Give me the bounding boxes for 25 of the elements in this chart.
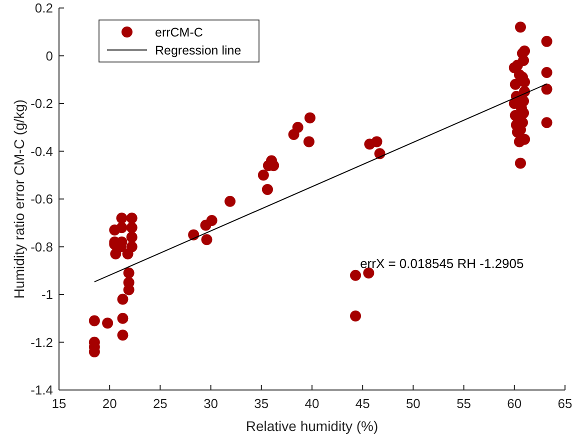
- y-axis-title: Humidity ratio error CM-C (g/kg): [11, 99, 27, 299]
- y-tick-label: -0.4: [30, 144, 53, 159]
- x-axis-title: Relative humidity (%): [246, 418, 378, 434]
- x-tick-label: 60: [507, 396, 522, 411]
- y-tick-label: -1: [41, 287, 53, 302]
- y-tick-label: -0.6: [30, 192, 53, 206]
- x-tick-label: 35: [254, 396, 269, 411]
- y-tick-label: -0.8: [30, 239, 53, 254]
- x-tick-label: 45: [355, 396, 370, 411]
- annotation: errX = 0.018545 RH -1.2905: [360, 256, 524, 271]
- y-tick-label: -1.2: [30, 334, 53, 350]
- x-tick-label: 40: [304, 396, 320, 411]
- x-tick-label: 15: [52, 396, 66, 411]
- y-tick-label: 0.2: [34, 0, 53, 16]
- x-tick-label: 65: [558, 396, 572, 411]
- x-tick-label: 20: [102, 396, 117, 411]
- x-tick-label: 25: [152, 396, 168, 411]
- y-tick-label: 0: [46, 48, 53, 64]
- x-tick-label: 50: [406, 396, 420, 411]
- y-tick-label: -0.2: [30, 96, 53, 111]
- x-tick-label: 55: [456, 396, 472, 411]
- legend-label: errCM-C: [155, 26, 203, 40]
- legend-label: Regression line: [155, 44, 242, 58]
- x-tick-label: 30: [204, 396, 218, 411]
- y-tick-label: -1.4: [30, 382, 53, 398]
